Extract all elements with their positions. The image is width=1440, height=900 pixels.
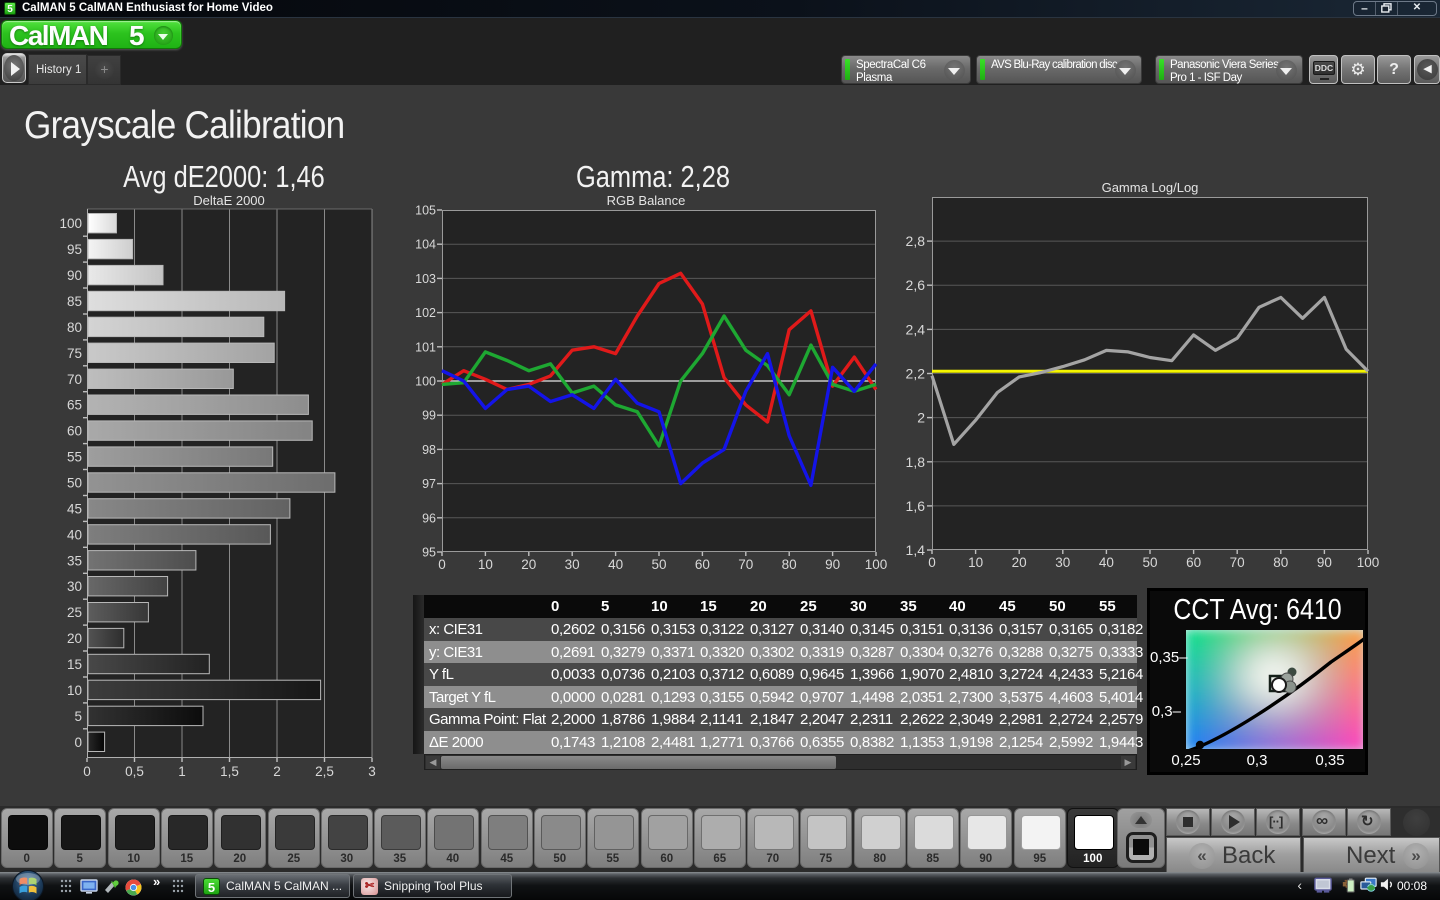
svg-text:104: 104 <box>415 238 436 252</box>
svg-text:103: 103 <box>415 272 436 286</box>
svg-text:75: 75 <box>67 346 82 361</box>
svg-text:2,5: 2,5 <box>315 764 334 779</box>
svg-text:2,4: 2,4 <box>906 321 926 337</box>
svg-text:80: 80 <box>67 320 82 335</box>
svg-text:95: 95 <box>67 242 82 257</box>
svg-text:50: 50 <box>651 557 666 572</box>
svg-text:1: 1 <box>178 764 186 779</box>
svg-text:98: 98 <box>422 443 436 457</box>
svg-text:2,8: 2,8 <box>906 233 926 249</box>
svg-text:40: 40 <box>608 557 623 572</box>
svg-text:100: 100 <box>59 216 82 231</box>
svg-text:35: 35 <box>67 553 82 568</box>
svg-text:DeltaE 2000: DeltaE 2000 <box>193 193 265 208</box>
svg-text:90: 90 <box>1317 555 1332 570</box>
svg-text:50: 50 <box>67 476 82 491</box>
svg-text:65: 65 <box>67 398 82 413</box>
svg-text:2,6: 2,6 <box>906 277 926 293</box>
svg-text:15: 15 <box>67 657 82 672</box>
svg-text:105: 105 <box>415 204 436 218</box>
svg-text:0: 0 <box>928 555 936 570</box>
svg-text:0: 0 <box>74 735 82 750</box>
svg-text:30: 30 <box>67 579 82 594</box>
svg-text:1,6: 1,6 <box>906 498 926 514</box>
svg-text:80: 80 <box>782 557 797 572</box>
svg-text:Gamma Log/Log: Gamma Log/Log <box>1102 180 1199 195</box>
svg-text:90: 90 <box>825 557 840 572</box>
svg-text:5: 5 <box>74 709 82 724</box>
svg-text:50: 50 <box>1142 555 1157 570</box>
svg-text:90: 90 <box>67 268 82 283</box>
svg-text:10: 10 <box>478 557 493 572</box>
svg-text:20: 20 <box>521 557 536 572</box>
svg-text:10: 10 <box>67 683 82 698</box>
svg-text:2,2: 2,2 <box>906 366 926 382</box>
svg-text:100: 100 <box>865 557 888 572</box>
svg-text:96: 96 <box>422 511 436 525</box>
svg-text:RGB Balance: RGB Balance <box>607 193 686 208</box>
svg-text:102: 102 <box>415 306 436 320</box>
svg-text:95: 95 <box>422 546 436 560</box>
svg-text:25: 25 <box>67 605 82 620</box>
svg-text:1,5: 1,5 <box>220 764 239 779</box>
svg-text:2: 2 <box>917 410 925 426</box>
svg-text:70: 70 <box>67 372 82 387</box>
svg-text:20: 20 <box>67 631 82 646</box>
svg-text:99: 99 <box>422 409 436 423</box>
svg-text:60: 60 <box>1186 555 1201 570</box>
svg-text:20: 20 <box>1012 555 1027 570</box>
svg-text:100: 100 <box>1357 555 1380 570</box>
svg-text:2: 2 <box>273 764 281 779</box>
svg-text:10: 10 <box>968 555 983 570</box>
svg-text:40: 40 <box>67 527 82 542</box>
svg-text:70: 70 <box>738 557 753 572</box>
svg-text:100: 100 <box>415 375 436 389</box>
svg-text:0: 0 <box>83 764 91 779</box>
svg-text:101: 101 <box>415 340 436 354</box>
svg-text:30: 30 <box>1055 555 1070 570</box>
svg-text:70: 70 <box>1230 555 1245 570</box>
svg-text:97: 97 <box>422 477 436 491</box>
svg-text:0,5: 0,5 <box>125 764 144 779</box>
svg-text:40: 40 <box>1099 555 1114 570</box>
svg-text:60: 60 <box>67 424 82 439</box>
svg-text:60: 60 <box>695 557 710 572</box>
svg-text:45: 45 <box>67 501 82 516</box>
svg-text:85: 85 <box>67 294 82 309</box>
svg-text:1,8: 1,8 <box>906 454 926 470</box>
svg-text:1,4: 1,4 <box>906 542 926 558</box>
svg-text:80: 80 <box>1273 555 1288 570</box>
svg-text:0: 0 <box>438 557 446 572</box>
svg-text:30: 30 <box>565 557 580 572</box>
svg-text:3: 3 <box>368 764 376 779</box>
svg-text:55: 55 <box>67 450 82 465</box>
